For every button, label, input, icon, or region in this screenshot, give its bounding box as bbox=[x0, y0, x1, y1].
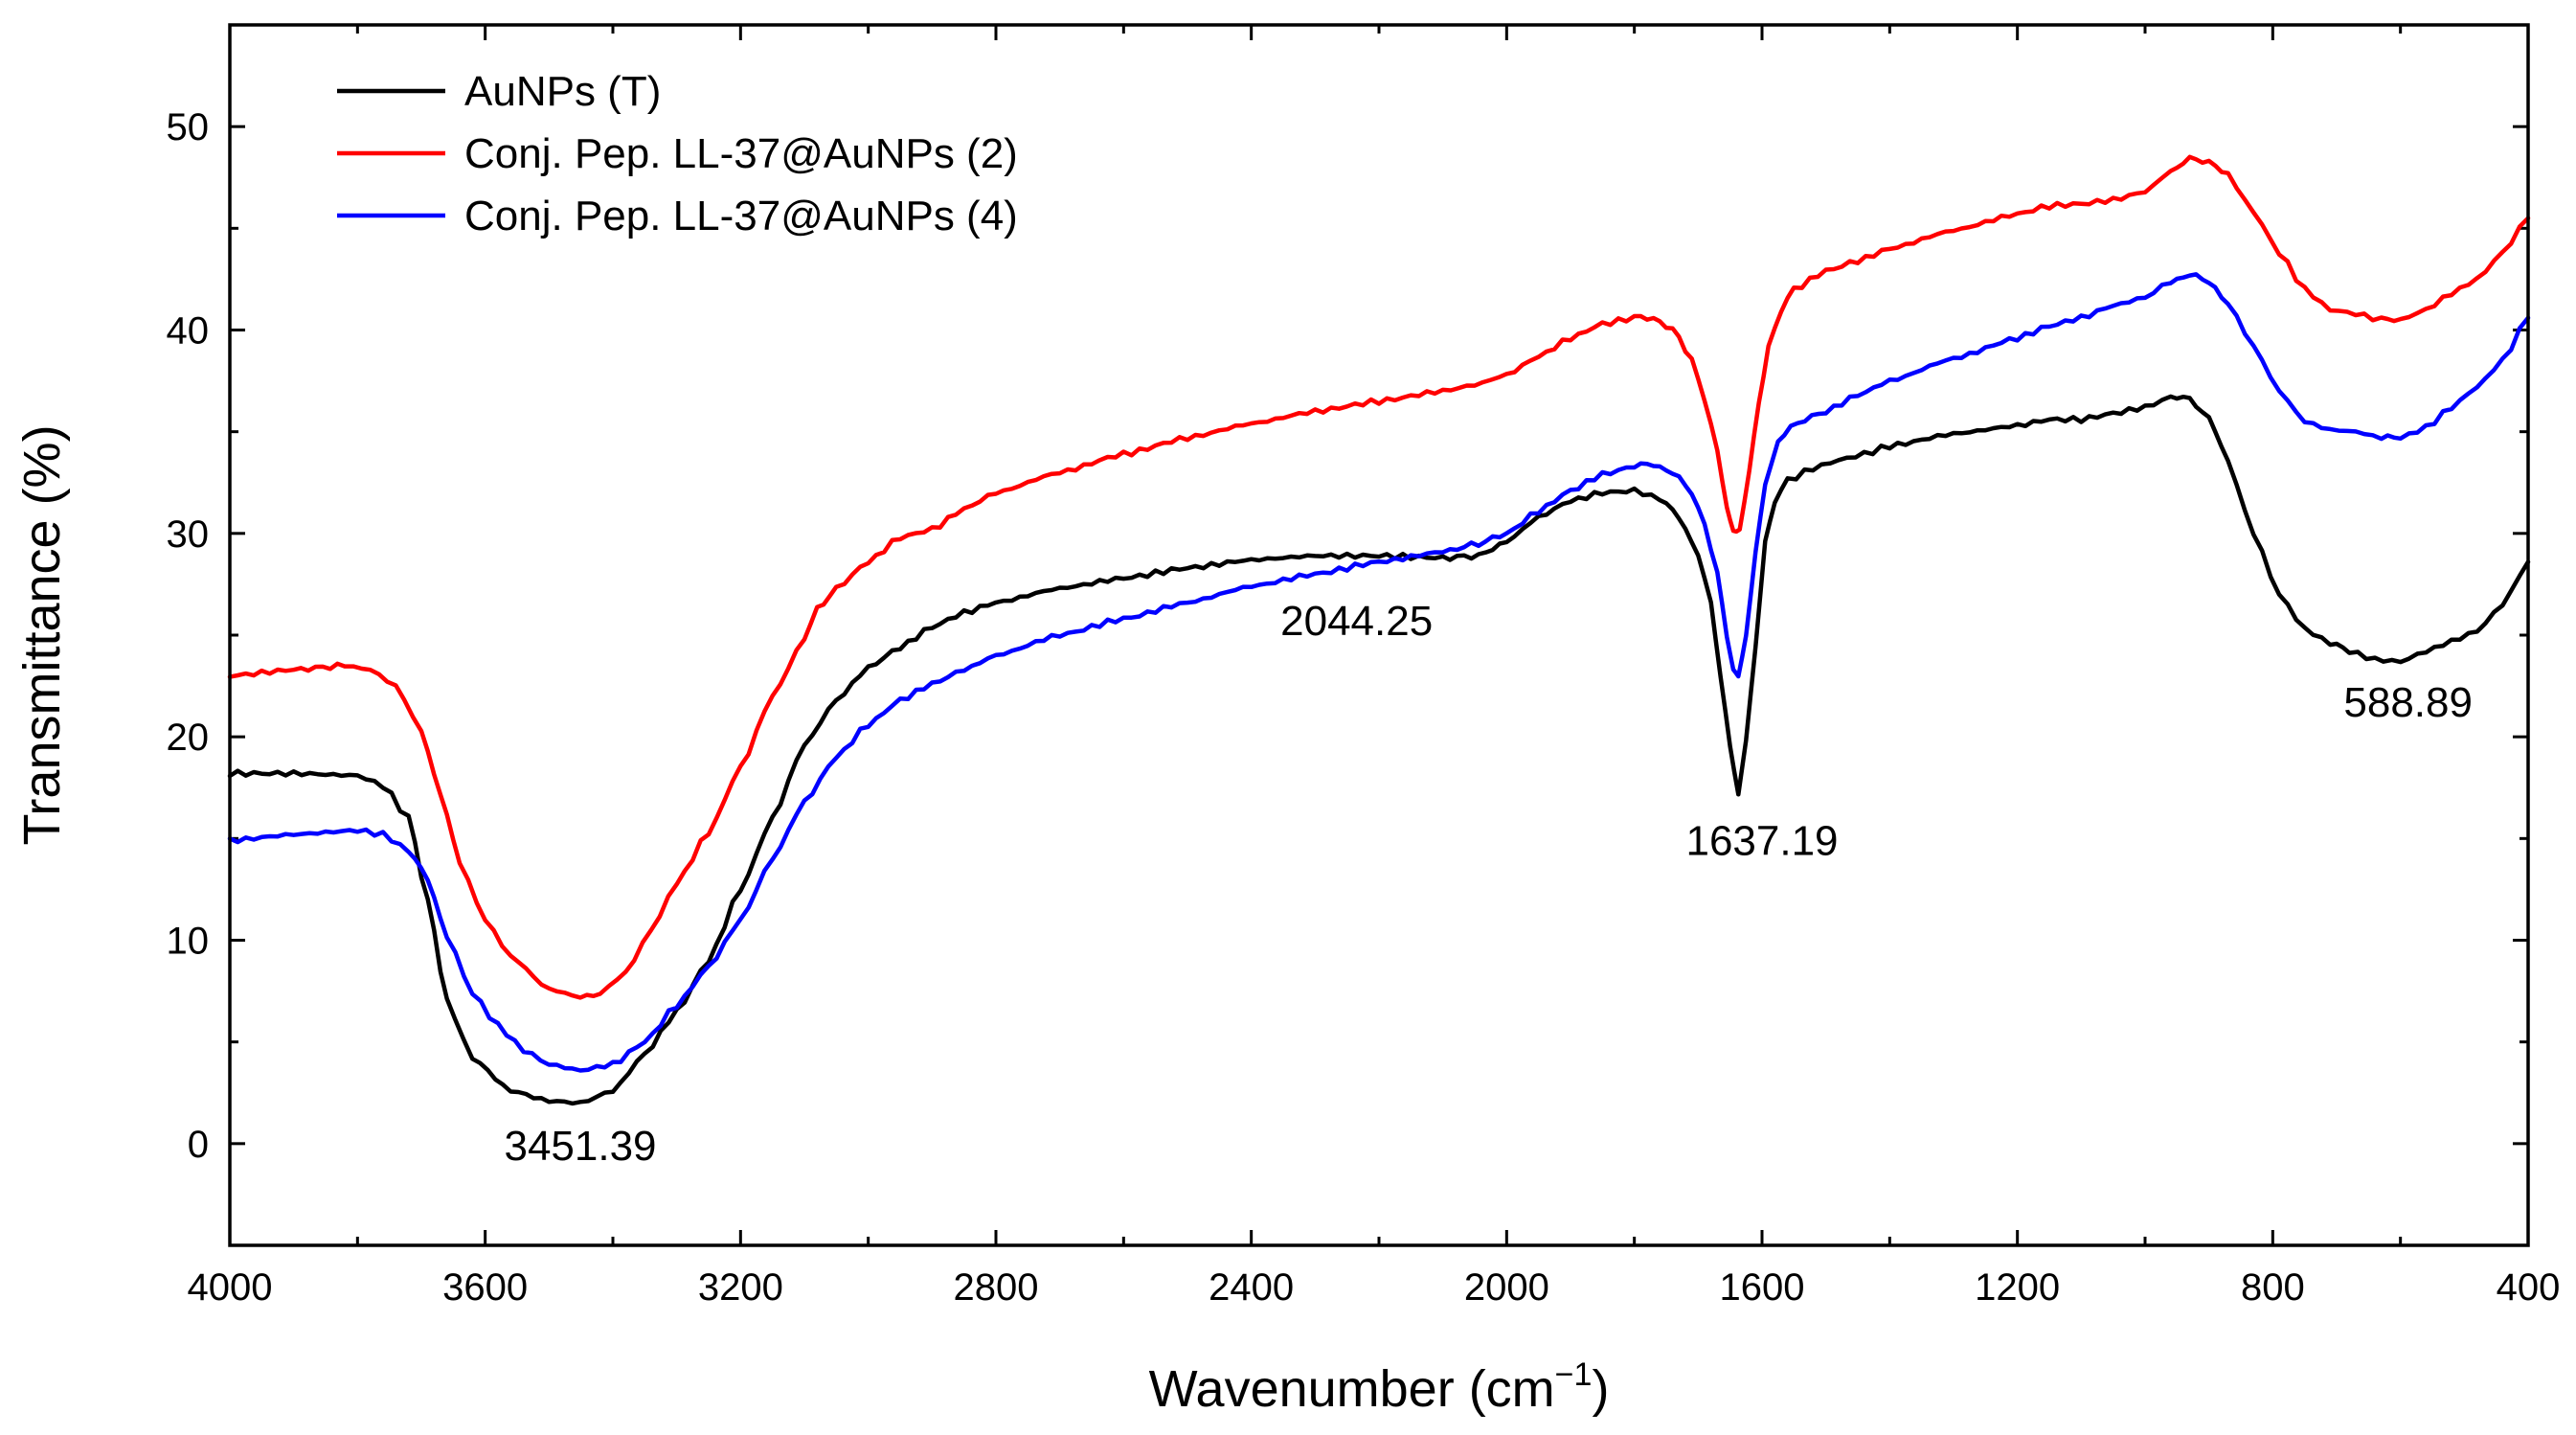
legend-label-3: Conj. Pep. LL-37@AuNPs (4) bbox=[464, 193, 1018, 239]
x-tick-label: 1200 bbox=[1975, 1266, 2060, 1309]
series-line-2 bbox=[227, 154, 2531, 1000]
legend-label-1: AuNPs (T) bbox=[464, 68, 661, 115]
y-tick-label: 30 bbox=[167, 513, 210, 556]
y-tick-label: 40 bbox=[167, 310, 210, 353]
y-axis-title: Transmittance (%) bbox=[13, 424, 71, 845]
x-tick-label: 3200 bbox=[698, 1266, 783, 1309]
x-axis-ticks: 4000 3600 3200 2800 2400 2000 1600 1200 800 400 bbox=[188, 25, 2561, 1309]
x-tick-label: 400 bbox=[2497, 1266, 2561, 1309]
peak-annotations: 3451.39 2044.25 1637.19 588.89 bbox=[504, 598, 2472, 1170]
x-axis-title-end: ) bbox=[1592, 1360, 1609, 1418]
x-tick-label: 3600 bbox=[442, 1266, 528, 1309]
peak-label: 2044.25 bbox=[1280, 598, 1433, 645]
peak-label: 3451.39 bbox=[504, 1123, 656, 1170]
y-tick-label: 10 bbox=[167, 921, 210, 963]
x-axis-title: Wavenumber (cm−1) bbox=[1149, 1356, 1610, 1418]
y-tick-label: 20 bbox=[167, 717, 210, 759]
x-axis-title-main: Wavenumber (cm bbox=[1149, 1360, 1555, 1418]
legend: AuNPs (T) Conj. Pep. LL-37@AuNPs (2) Conj.… bbox=[337, 68, 1018, 239]
y-tick-label: 0 bbox=[188, 1124, 209, 1166]
y-tick-label: 50 bbox=[167, 106, 210, 148]
peak-label: 588.89 bbox=[2343, 679, 2473, 726]
legend-label-2: Conj. Pep. LL-37@AuNPs (2) bbox=[464, 130, 1018, 177]
x-tick-label: 2400 bbox=[1209, 1266, 1294, 1309]
y-axis-ticks: 0 10 20 30 40 50 bbox=[167, 23, 2528, 1247]
x-tick-label: 2800 bbox=[954, 1266, 1039, 1309]
series-layer bbox=[227, 154, 2531, 1106]
peak-label: 1637.19 bbox=[1685, 817, 1838, 864]
x-tick-label: 2000 bbox=[1464, 1266, 1549, 1309]
x-tick-label: 4000 bbox=[188, 1266, 273, 1309]
series-line-3 bbox=[227, 272, 2531, 1073]
x-axis-title-sup: −1 bbox=[1555, 1356, 1593, 1393]
x-tick-label: 800 bbox=[2241, 1266, 2305, 1309]
x-tick-label: 1600 bbox=[1720, 1266, 1805, 1309]
plot-frame bbox=[228, 23, 2530, 1247]
